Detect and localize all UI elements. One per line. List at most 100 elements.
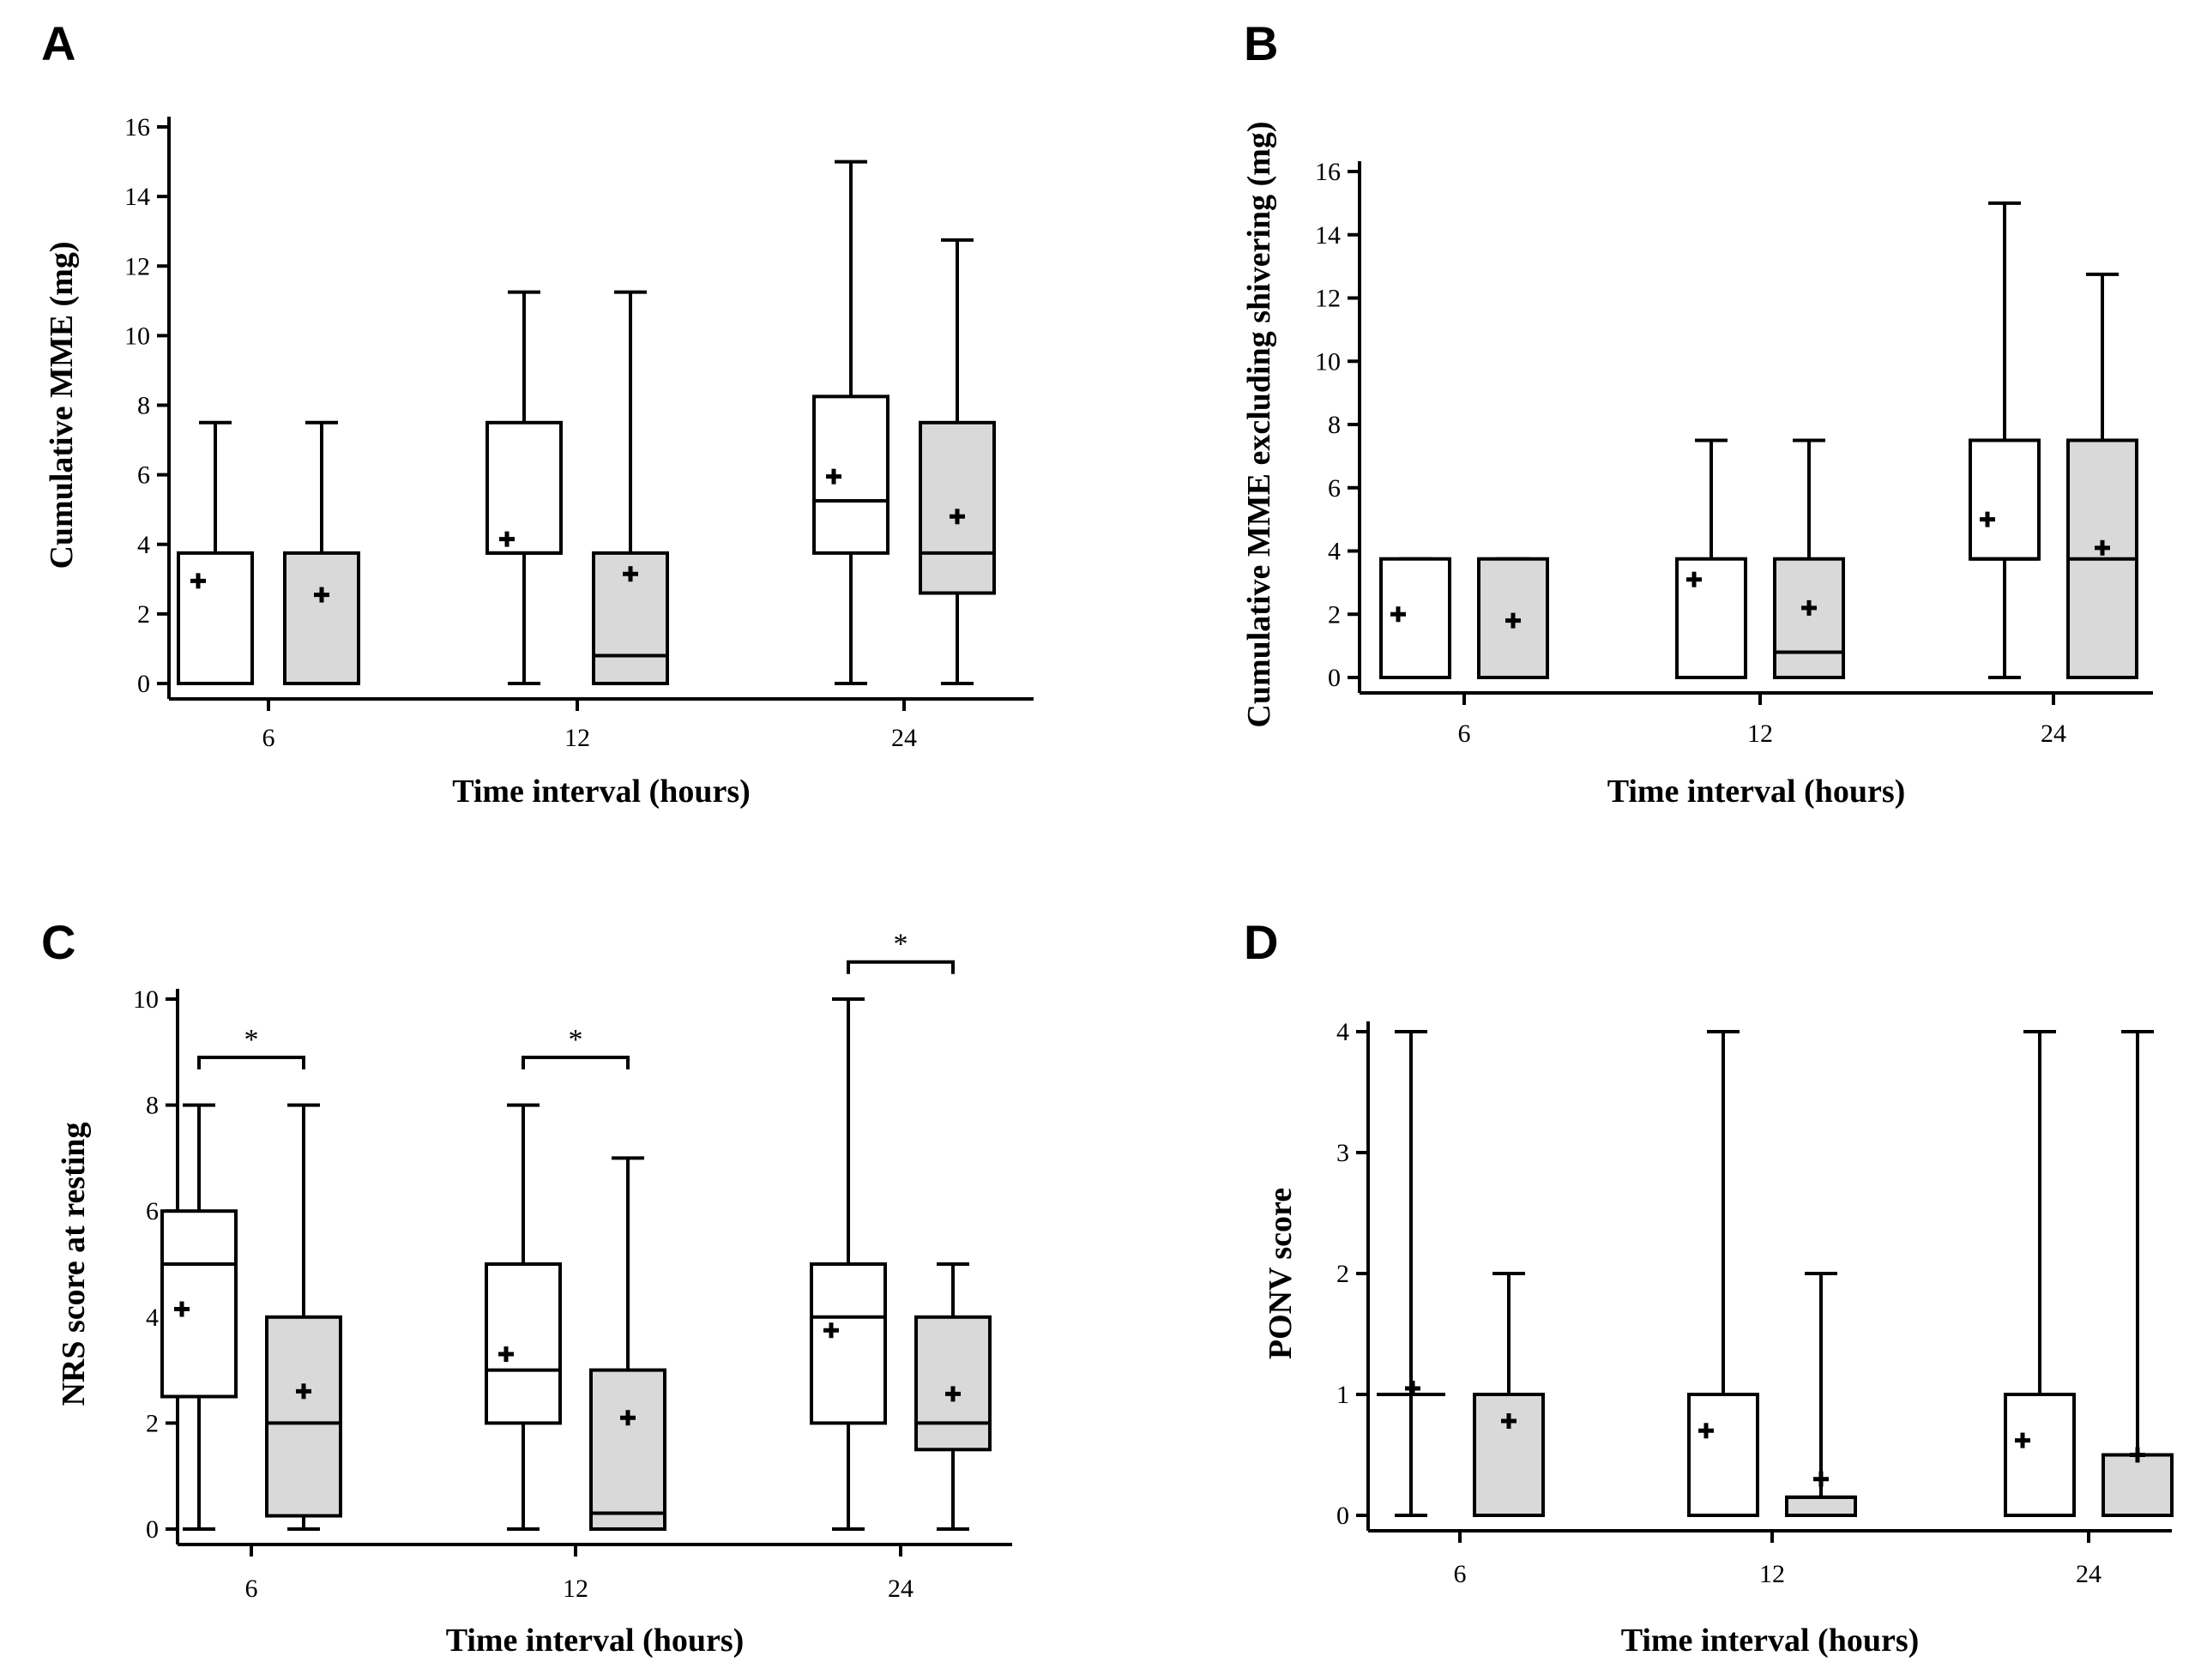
y-tick-label: 2 (1328, 600, 1341, 629)
significance-bracket-6h: * (197, 1024, 305, 1069)
x-tick-label: 6 (262, 724, 275, 752)
box-iqr (1687, 1393, 1759, 1517)
control-box-6h (1377, 1030, 1445, 1517)
box-iqr (810, 1262, 887, 1425)
sig-label: * (894, 929, 908, 960)
intervention-box-6h (283, 420, 360, 685)
y-tick-label: 2 (137, 600, 150, 629)
x-tick-label: 12 (1747, 720, 1773, 748)
box-iqr (283, 551, 360, 685)
x-tick-label: 6 (245, 1575, 258, 1603)
y-tick-label: 16 (124, 113, 150, 142)
control-box-12h (485, 1103, 562, 1531)
x-axis-title: Time interval (hours) (446, 1623, 745, 1659)
intervention-box-12h (1785, 1272, 1857, 1517)
x-tick-label: 6 (1454, 1560, 1467, 1588)
significance-bracket-12h: * (522, 1024, 630, 1069)
y-axis-title: Cumulative MME (mg) (44, 241, 80, 569)
x-tick-label: 24 (891, 724, 917, 752)
sig-label: * (244, 1024, 259, 1056)
intervention-box-24h (2066, 272, 2138, 679)
y-tick-label: 6 (137, 461, 150, 490)
x-tick-label: 12 (564, 724, 590, 752)
y-tick-label: 6 (146, 1197, 159, 1225)
y-tick-label: 16 (1315, 158, 1341, 186)
y-tick-label: 0 (137, 670, 150, 698)
x-tick-label: 12 (1759, 1560, 1785, 1588)
control-box-12h (1675, 438, 1747, 679)
box-iqr (1675, 557, 1747, 679)
intervention-box-6h (1473, 1272, 1545, 1517)
box-iqr (2004, 1393, 2076, 1517)
y-tick-label: 3 (1336, 1139, 1349, 1167)
y-axis-title: Cumulative MME excluding shivering (mg) (1241, 121, 1277, 727)
y-tick-label: 4 (1336, 1018, 1349, 1046)
box-iqr (914, 1315, 992, 1452)
box-iqr (485, 1262, 562, 1425)
box-iqr (2102, 1453, 2174, 1517)
y-tick-label: 8 (146, 1092, 159, 1120)
y-tick-label: 4 (1328, 538, 1341, 566)
sig-bracket-line (197, 1055, 305, 1069)
box-iqr (1773, 557, 1845, 679)
y-tick-label: 10 (124, 322, 150, 350)
box-iqr (160, 1209, 238, 1399)
box-iqr (1473, 1393, 1545, 1517)
y-tick-label: 14 (124, 183, 150, 211)
box-iqr (1379, 557, 1451, 679)
control-box-12h (485, 290, 563, 685)
intervention-box-24h (2102, 1030, 2174, 1517)
panel-letter: D (1244, 915, 1278, 969)
y-tick-label: 2 (146, 1409, 159, 1437)
x-tick-label: 24 (2076, 1560, 2102, 1588)
box-iqr (812, 394, 889, 555)
sig-bracket-line (847, 960, 955, 974)
x-axis-title: Time interval (hours) (1621, 1623, 1920, 1659)
y-tick-label: 0 (1336, 1502, 1349, 1530)
y-axis-title: NRS score at resting (56, 1122, 92, 1406)
box-iqr (177, 551, 254, 685)
intervention-box-12h (1773, 438, 1845, 679)
control-box-24h (1969, 201, 2041, 679)
control-box-24h (810, 997, 887, 1531)
x-axis-title: Time interval (hours) (452, 774, 751, 810)
sig-label: * (569, 1024, 583, 1056)
intervention-box-24h (914, 1262, 992, 1531)
y-tick-label: 8 (1328, 411, 1341, 439)
panel-letter: C (41, 915, 75, 969)
box-iqr (485, 420, 563, 555)
intervention-box-24h (919, 238, 996, 685)
y-tick-label: 4 (146, 1304, 159, 1332)
y-tick-label: 12 (1315, 285, 1341, 313)
significance-bracket-24h: * (847, 929, 955, 974)
control-box-24h (2004, 1030, 2076, 1517)
y-tick-label: 0 (146, 1515, 159, 1544)
intervention-box-6h (265, 1103, 342, 1531)
y-tick-label: 12 (124, 252, 150, 280)
box-iqr (1785, 1495, 1857, 1517)
intervention-box-12h (589, 1156, 666, 1531)
x-tick-label: 12 (563, 1575, 588, 1603)
intervention-box-6h (1477, 557, 1549, 679)
box-iqr (589, 1368, 666, 1531)
x-tick-label: 6 (1458, 720, 1471, 748)
y-tick-label: 4 (137, 531, 150, 559)
y-tick-label: 6 (1328, 474, 1341, 503)
y-tick-label: 1 (1336, 1381, 1349, 1409)
y-axis-title: PONV score (1263, 1188, 1299, 1359)
control-box-24h (812, 160, 889, 685)
y-tick-label: 8 (137, 392, 150, 420)
intervention-box-12h (592, 290, 669, 685)
control-box-12h (1687, 1030, 1759, 1517)
box-iqr (265, 1315, 342, 1518)
y-tick-label: 14 (1315, 221, 1341, 250)
sig-bracket-line (522, 1055, 630, 1069)
y-tick-label: 2 (1336, 1260, 1349, 1288)
y-tick-label: 10 (133, 985, 159, 1014)
panel-letter: B (1244, 16, 1278, 70)
